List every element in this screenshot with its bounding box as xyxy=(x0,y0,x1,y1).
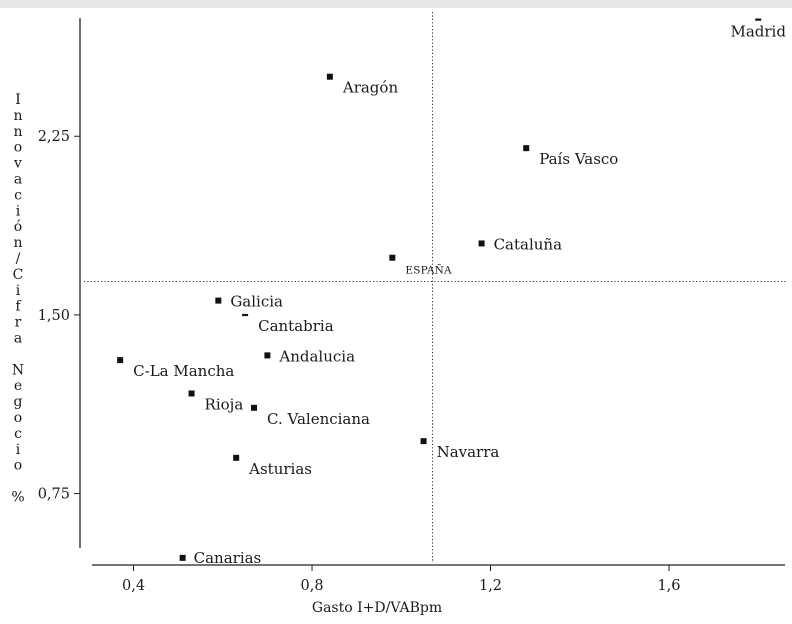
point-label-canarias: Canarias xyxy=(194,549,262,567)
point-label-asturias: Asturias xyxy=(248,460,312,478)
y-axis-title-char: / xyxy=(16,251,21,267)
point-label-rioja: Rioja xyxy=(205,395,244,413)
x-axis-title: Gasto I+D/VABpm xyxy=(312,600,442,616)
y-axis-title-char: N xyxy=(12,362,24,378)
reference-lines xyxy=(84,12,787,563)
y-axis-title-char: % xyxy=(11,490,24,506)
point-label-navarra: Navarra xyxy=(437,443,500,461)
y-axis-title-char: c xyxy=(14,187,22,203)
y-axis-title-char: a xyxy=(14,331,22,347)
y-tick-label: 2,25 xyxy=(38,129,70,145)
point-label-espana: ESPAÑA xyxy=(405,263,452,277)
y-axis-title-char: a xyxy=(14,172,22,188)
cropped-title-strip xyxy=(0,0,792,8)
point-c-la-mancha xyxy=(117,357,124,364)
y-axis-title-char: r xyxy=(15,315,22,331)
point-cantabria xyxy=(242,313,249,317)
y-axis-title-char: o xyxy=(14,410,22,426)
point-label-pais-vasco: País Vasco xyxy=(539,150,618,168)
x-tick-label: 1,2 xyxy=(479,578,502,594)
axes: 0,75 1,50 2,25 0,4 0,8 1,2 1,6 xyxy=(38,18,785,594)
point-label-c-valenciana: C. Valenciana xyxy=(267,410,370,428)
y-axis-title-char: I xyxy=(15,92,21,108)
point-c-valenciana xyxy=(251,404,258,411)
y-axis-title-char: e xyxy=(14,378,22,394)
x-tick-label: 1,6 xyxy=(657,578,680,594)
point-rioja xyxy=(188,390,195,397)
point-label-madrid: Madrid xyxy=(730,23,786,41)
y-axis-title-char: c xyxy=(14,426,22,442)
y-axis-title-char: C xyxy=(13,267,24,283)
point-galicia xyxy=(215,297,222,304)
point-label-galicia: Galicia xyxy=(230,293,283,311)
y-tick-label: 0,75 xyxy=(38,487,70,503)
point-label-cantabria: Cantabria xyxy=(258,317,334,335)
point-andalucia xyxy=(264,352,271,359)
y-axis-title-char: v xyxy=(13,156,22,172)
y-axis-title-char: i xyxy=(16,283,21,299)
point-pais-vasco xyxy=(523,145,530,152)
y-axis-title-char: n xyxy=(13,124,22,140)
point-cataluna xyxy=(478,240,485,247)
x-tick-label: 0,8 xyxy=(300,578,323,594)
point-label-aragon: Aragón xyxy=(342,79,399,97)
point-label-andalucia: Andalucia xyxy=(278,347,355,365)
y-axis-title-char: o xyxy=(14,458,22,474)
x-tick-label: 0,4 xyxy=(122,578,145,594)
y-axis-title-char: n xyxy=(13,235,22,251)
y-axis-title-char: o xyxy=(14,140,22,156)
point-madrid xyxy=(755,18,762,21)
data-points: Madrid Aragón País Vasco Cataluña ESPAÑA Gali… xyxy=(117,18,786,567)
point-navarra xyxy=(420,438,427,445)
y-axis-title-char: g xyxy=(14,394,23,410)
y-axis-title-char: ó xyxy=(14,219,22,235)
y-tick-label: 1,50 xyxy=(38,308,70,324)
point-label-cataluna: Cataluña xyxy=(494,235,563,253)
point-espana xyxy=(389,254,396,261)
y-axis-title-char: n xyxy=(13,108,22,124)
y-axis-title-char: f xyxy=(15,299,22,315)
point-canarias xyxy=(179,554,186,561)
point-aragon xyxy=(326,73,333,80)
y-axis-title-char: i xyxy=(16,442,21,458)
point-label-c-la-mancha: C-La Mancha xyxy=(133,362,234,380)
point-asturias xyxy=(233,454,240,461)
y-axis-title-char: i xyxy=(16,203,21,219)
